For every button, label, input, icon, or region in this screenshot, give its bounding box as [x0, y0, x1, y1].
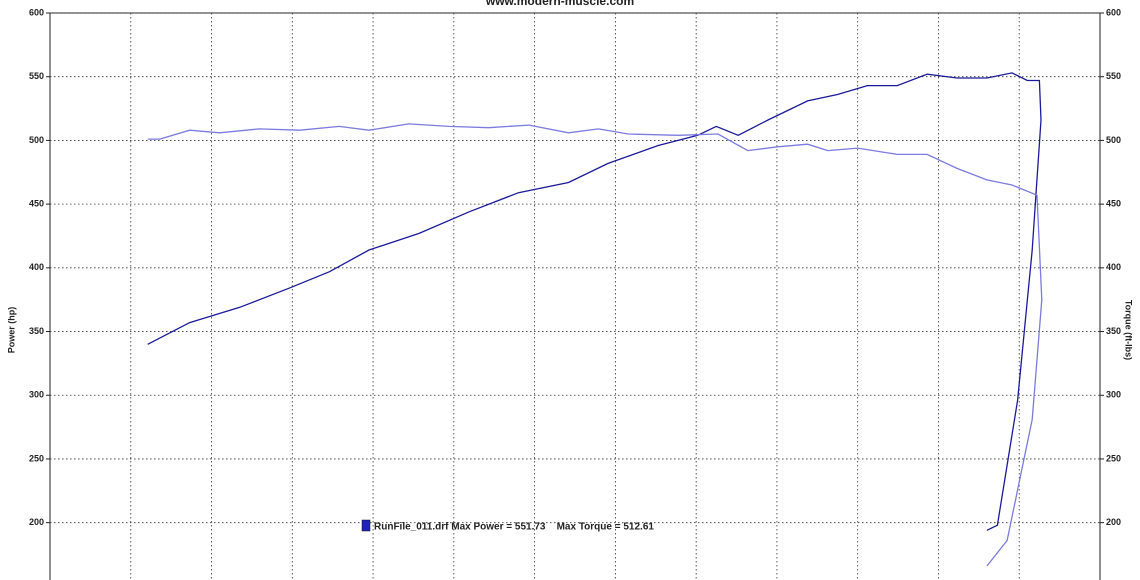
y2-tick-label: 250	[1106, 453, 1121, 463]
y-tick-label: 600	[29, 7, 44, 17]
legend-label: RunFile_011.drf Max Power = 551.73 Max T…	[374, 522, 654, 533]
series-line	[147, 72, 1042, 531]
y2-tick-label: 500	[1106, 135, 1121, 145]
legend-swatch	[361, 519, 371, 532]
y2-tick-label: 600	[1106, 7, 1121, 17]
y-tick-label: 400	[29, 262, 44, 272]
y2-tick-label: 350	[1106, 326, 1121, 336]
y2-tick-label: 200	[1106, 517, 1121, 527]
y2-tick-label: 300	[1106, 390, 1121, 400]
chart-title: www.modern-muscle.com	[485, 0, 634, 8]
y-tick-label: 550	[29, 71, 44, 81]
y-tick-label: 350	[29, 326, 44, 336]
y-tick-label: 500	[29, 135, 44, 145]
y-tick-label: 250	[29, 453, 44, 463]
y2-tick-label: 400	[1106, 262, 1121, 272]
y-tick-label: 200	[29, 517, 44, 527]
y2-tick-label: 450	[1106, 198, 1121, 208]
y-axis-label: Power (hp)	[6, 307, 16, 354]
y-tick-label: 300	[29, 390, 44, 400]
y2-axis-label: Torque (ft-lbs)	[1124, 300, 1134, 360]
y-tick-label: 450	[29, 198, 44, 208]
y2-tick-label: 550	[1106, 71, 1121, 81]
series-line	[147, 123, 1043, 567]
